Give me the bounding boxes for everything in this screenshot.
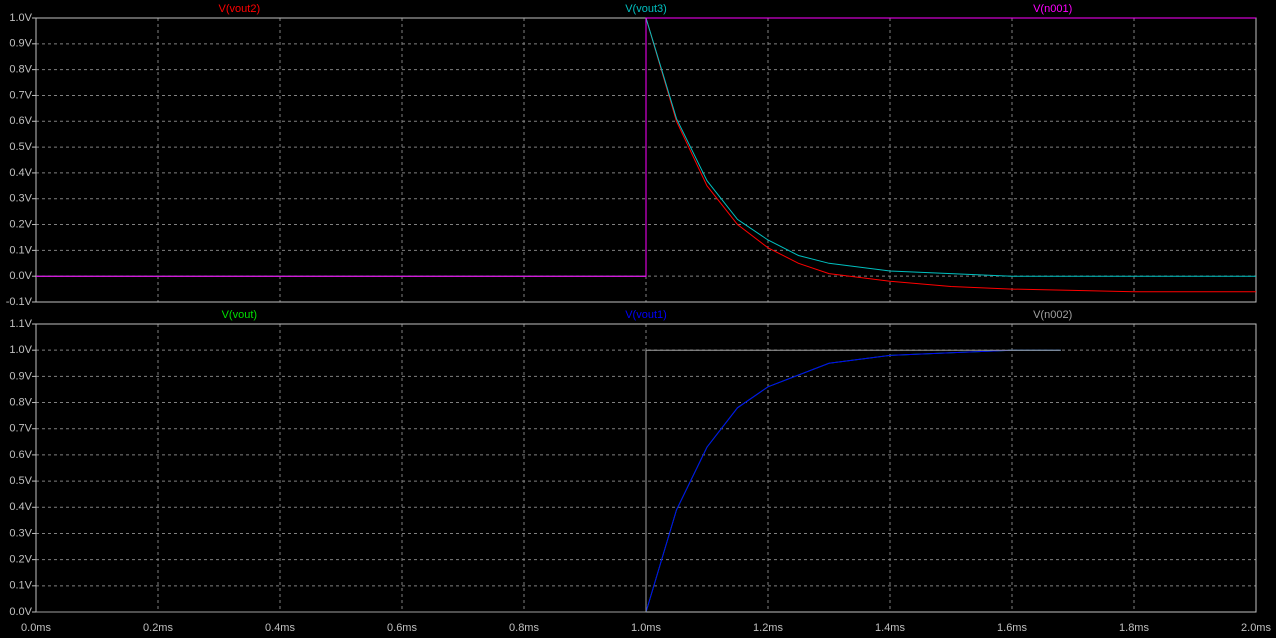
y-tick-label: 0.0V — [9, 270, 32, 282]
x-tick-label: 1.0ms — [631, 622, 661, 634]
trace — [36, 17, 1256, 277]
trace — [36, 349, 1061, 613]
y-tick-label: 1.0V — [9, 344, 32, 356]
legend-entry: V(vout1) — [625, 309, 667, 321]
y-tick-label: 1.1V — [9, 318, 32, 330]
y-tick-label: 0.3V — [9, 527, 32, 539]
x-tick-label: 1.8ms — [1119, 622, 1149, 634]
x-tick-label: 0.6ms — [387, 622, 417, 634]
y-tick-label: 0.9V — [9, 38, 32, 50]
x-tick-label: 0.0ms — [21, 622, 51, 634]
y-tick-label: 1.0V — [9, 12, 32, 24]
y-tick-label: 0.4V — [9, 501, 32, 513]
x-tick-label: 0.4ms — [265, 622, 295, 634]
y-tick-label: 0.5V — [9, 141, 32, 153]
y-tick-label: 0.8V — [9, 64, 32, 76]
y-tick-label: -0.1V — [6, 296, 33, 308]
legend-entry: V(vout) — [222, 309, 257, 321]
y-tick-label: 0.7V — [9, 423, 32, 435]
y-tick-label: 0.6V — [9, 449, 32, 461]
trace — [36, 349, 1061, 613]
y-tick-label: 0.6V — [9, 115, 32, 127]
x-tick-label: 1.4ms — [875, 622, 905, 634]
y-tick-label: 0.1V — [9, 244, 32, 256]
y-tick-label: 0.8V — [9, 396, 32, 408]
y-tick-label: 0.3V — [9, 193, 32, 205]
y-tick-label: 0.7V — [9, 89, 32, 101]
trace — [36, 17, 1256, 277]
legend-entry: V(vout2) — [219, 3, 261, 15]
y-tick-label: 0.2V — [9, 554, 32, 566]
x-tick-label: 0.8ms — [509, 622, 539, 634]
x-tick-label: 1.2ms — [753, 622, 783, 634]
y-tick-label: 0.0V — [9, 606, 32, 618]
legend-entry: V(vout3) — [625, 3, 667, 15]
y-tick-label: 0.9V — [9, 370, 32, 382]
y-tick-label: 0.4V — [9, 167, 32, 179]
legend-entry: V(n001) — [1033, 3, 1072, 15]
x-tick-label: 2.0ms — [1241, 622, 1271, 634]
y-tick-label: 0.1V — [9, 580, 32, 592]
y-tick-label: 0.2V — [9, 218, 32, 230]
legend-entry: V(n002) — [1033, 309, 1072, 321]
y-tick-label: 0.5V — [9, 475, 32, 487]
x-tick-label: 0.2ms — [143, 622, 173, 634]
x-tick-label: 1.6ms — [997, 622, 1027, 634]
